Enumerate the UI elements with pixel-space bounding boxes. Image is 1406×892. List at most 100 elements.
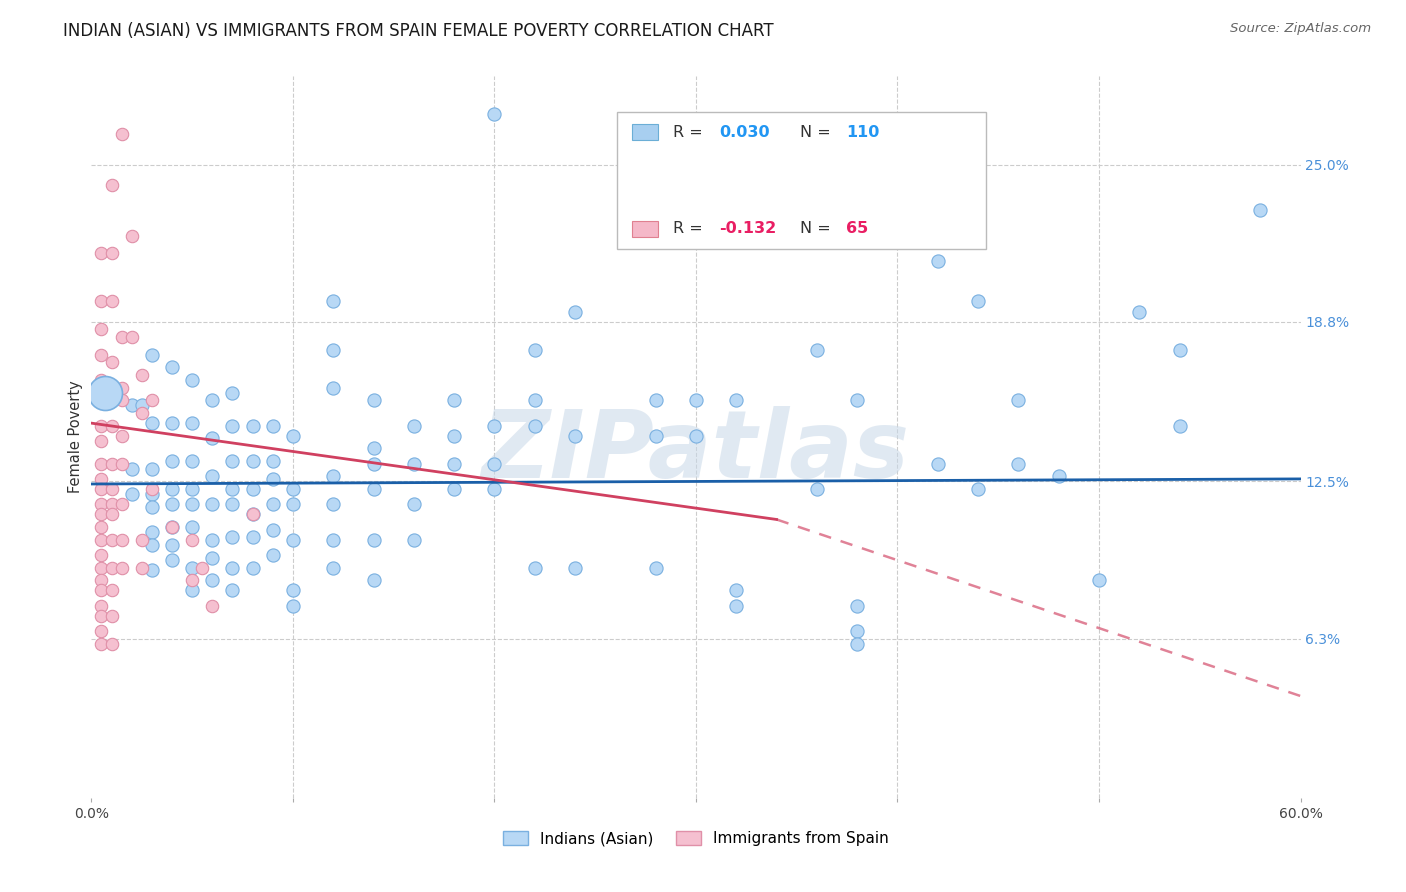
- Point: [242, 454, 264, 468]
- Text: 65: 65: [846, 221, 868, 236]
- Point: [322, 381, 344, 395]
- Point: [141, 525, 163, 540]
- Point: [221, 560, 243, 574]
- Point: [90, 457, 112, 471]
- Point: [100, 246, 122, 260]
- Point: [221, 454, 243, 468]
- Point: [846, 637, 869, 651]
- Point: [1168, 343, 1191, 357]
- Point: [100, 533, 122, 547]
- Point: [90, 418, 112, 433]
- Point: [322, 497, 344, 511]
- Point: [94, 385, 117, 400]
- Point: [242, 482, 264, 496]
- Point: [443, 457, 465, 471]
- Point: [90, 599, 112, 613]
- Point: [262, 454, 284, 468]
- Point: [242, 418, 264, 433]
- Point: [111, 381, 132, 395]
- Point: [484, 482, 506, 496]
- Point: [402, 497, 425, 511]
- Point: [181, 373, 204, 387]
- Point: [564, 304, 586, 318]
- Point: [181, 574, 204, 588]
- Point: [201, 550, 224, 565]
- Point: [121, 330, 143, 344]
- Point: [221, 583, 243, 598]
- Point: [363, 482, 385, 496]
- Point: [484, 107, 506, 121]
- Point: [90, 497, 112, 511]
- Point: [262, 497, 284, 511]
- Point: [181, 520, 204, 534]
- Point: [402, 418, 425, 433]
- Point: [160, 416, 183, 430]
- Point: [201, 393, 224, 408]
- Point: [90, 574, 112, 588]
- Point: [191, 560, 214, 574]
- Point: [806, 482, 828, 496]
- Point: [90, 560, 112, 574]
- Point: [685, 429, 707, 443]
- Point: [111, 560, 132, 574]
- Point: [262, 472, 284, 486]
- Point: [90, 482, 112, 496]
- Point: [201, 497, 224, 511]
- Text: 0.030: 0.030: [718, 125, 769, 140]
- Point: [141, 482, 163, 496]
- Point: [100, 497, 122, 511]
- Point: [725, 393, 748, 408]
- Point: [141, 348, 163, 362]
- Point: [221, 482, 243, 496]
- Text: N =: N =: [800, 221, 835, 236]
- Point: [484, 418, 506, 433]
- Point: [131, 398, 153, 412]
- Point: [141, 487, 163, 501]
- Point: [90, 637, 112, 651]
- FancyBboxPatch shape: [631, 124, 658, 140]
- Point: [90, 608, 112, 623]
- Point: [90, 533, 112, 547]
- Point: [90, 583, 112, 598]
- Point: [221, 385, 243, 400]
- Point: [160, 520, 183, 534]
- Point: [100, 508, 122, 522]
- Point: [221, 530, 243, 544]
- Point: [181, 416, 204, 430]
- Point: [523, 560, 546, 574]
- Point: [725, 599, 748, 613]
- Point: [90, 246, 112, 260]
- Point: [111, 429, 132, 443]
- Point: [90, 472, 112, 486]
- Point: [322, 294, 344, 309]
- Point: [644, 560, 666, 574]
- Point: [111, 330, 132, 344]
- Point: [322, 469, 344, 483]
- Point: [111, 497, 132, 511]
- Point: [100, 294, 122, 309]
- Point: [90, 548, 112, 562]
- Point: [201, 431, 224, 445]
- Text: -0.132: -0.132: [718, 221, 776, 236]
- Text: ZIPatlas: ZIPatlas: [482, 406, 910, 498]
- Point: [262, 548, 284, 562]
- Point: [322, 560, 344, 574]
- Point: [181, 560, 204, 574]
- Point: [967, 294, 990, 309]
- Point: [221, 418, 243, 433]
- Point: [100, 583, 122, 598]
- Point: [100, 393, 122, 408]
- Text: Source: ZipAtlas.com: Source: ZipAtlas.com: [1230, 22, 1371, 36]
- Point: [160, 482, 183, 496]
- Point: [685, 393, 707, 408]
- Point: [443, 393, 465, 408]
- Text: R =: R =: [673, 221, 707, 236]
- Point: [967, 482, 990, 496]
- Point: [181, 583, 204, 598]
- Point: [242, 508, 264, 522]
- FancyBboxPatch shape: [631, 221, 658, 237]
- Point: [281, 429, 304, 443]
- Point: [1047, 469, 1070, 483]
- Point: [363, 533, 385, 547]
- Point: [846, 624, 869, 638]
